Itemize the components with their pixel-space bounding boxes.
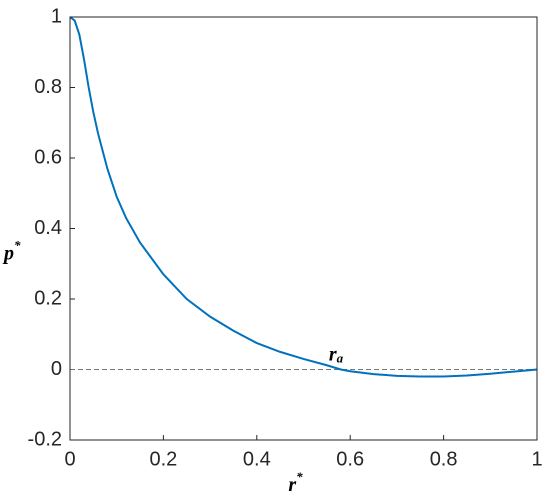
y-tick-label: 0 <box>51 358 62 380</box>
y-axis-label: p* <box>2 237 21 264</box>
annotation: ra <box>329 343 344 365</box>
y-label-base: p <box>2 242 14 264</box>
x-label-sup: * <box>296 469 303 484</box>
y-label-sup: * <box>14 237 21 252</box>
annotation-sub: a <box>337 350 344 365</box>
x-tick-label: 0.6 <box>336 448 364 470</box>
x-axis-label: r* <box>288 469 303 496</box>
y-tick-label: -0.2 <box>28 428 62 450</box>
x-label-base: r <box>288 474 296 496</box>
data-line <box>69 16 538 378</box>
y-tick-label: 0.2 <box>34 287 62 309</box>
x-tick-label: 0 <box>64 448 75 470</box>
y-tick-label: 0.8 <box>34 76 62 98</box>
x-tick-label: 1 <box>531 448 542 470</box>
x-tick-label: 0.2 <box>149 448 177 470</box>
x-tick-label: 0.4 <box>243 448 271 470</box>
y-tick-label: 0.4 <box>34 217 62 239</box>
x-tick-label: 0.8 <box>430 448 458 470</box>
annotation-base: r <box>329 343 337 365</box>
axes-box <box>69 16 538 441</box>
y-tick-label: 0.6 <box>34 146 62 168</box>
y-tick-label: 1 <box>51 5 62 27</box>
